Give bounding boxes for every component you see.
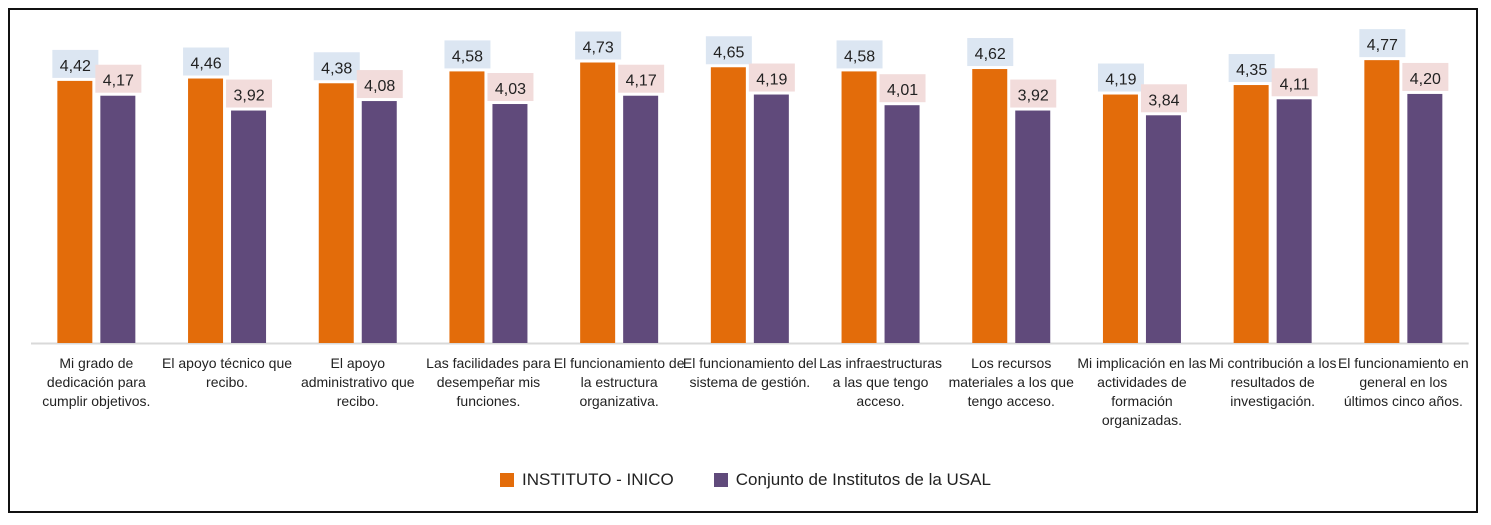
data-label-bg [1010,79,1057,108]
data-label-inico-4: 4,73 [583,40,614,57]
data-label-usal-6: 4,01 [887,82,918,99]
category-label: El funcionamiento de la estructura organ… [553,355,685,409]
data-label-bg [879,74,926,103]
bar-usal-9 [1276,99,1312,343]
data-label-bg [705,36,752,65]
category-label: Mi contribución a los resultados de inve… [1208,355,1337,409]
chart-frame [8,8,1478,513]
data-label-bg [1359,29,1406,58]
bar-inico-6 [841,71,877,343]
category-label: El apoyo administrativo que recibo. [300,355,415,409]
legend-item-usal: Conjunto de Institutos de la USAL [713,470,991,490]
category-label: Mi grado de dedicación para cumplir obje… [42,355,151,409]
data-label-bg [836,40,883,69]
data-label-bg [183,47,230,76]
bar-inico-9 [1233,85,1269,344]
data-label-bg [356,70,403,99]
data-label-usal-0: 4,17 [103,73,134,90]
category-label: Los recursos materiales a los que tengo … [948,355,1074,409]
data-label-inico-0: 4,42 [60,58,91,75]
bar-inico-2 [318,83,354,344]
data-label-inico-2: 4,38 [321,60,352,77]
bar-inico-5 [710,67,746,343]
bar-usal-0 [100,95,136,344]
data-label-bg [1271,68,1318,97]
data-label-bg [575,31,622,60]
data-label-bg [52,49,99,78]
legend-label-usal: Conjunto de Institutos de la USAL [735,470,991,489]
data-label-bg [487,73,534,102]
bar-inico-1 [188,78,224,343]
data-label-inico-10: 4,77 [1367,37,1398,54]
bar-usal-2 [361,101,397,343]
category-label: Mi implicación en las actividades de for… [1077,355,1207,428]
data-label-inico-1: 4,46 [190,56,221,73]
data-label-usal-3: 4,03 [495,81,526,98]
data-label-usal-4: 4,17 [626,73,657,90]
data-label-usal-1: 3,92 [233,88,264,105]
bar-usal-6 [884,105,920,343]
data-label-bg [618,64,665,93]
data-label-bg [444,40,491,69]
category-label: Las facilidades para desempeñar mis func… [426,355,551,409]
data-label-inico-9: 4,35 [1236,62,1267,79]
data-label-inico-3: 4,58 [452,48,483,65]
legend-label-inico: INSTITUTO - INICO [522,470,674,489]
bar-usal-10 [1407,93,1443,343]
bar-inico-7 [972,69,1008,343]
bar-inico-8 [1102,94,1138,344]
data-label-bg [226,79,273,108]
bar-usal-3 [492,104,528,343]
bar-usal-1 [231,110,267,343]
category-label: El funcionamiento del sistema de gestión… [682,355,817,390]
data-label-bg [1402,62,1449,91]
data-label-usal-2: 4,08 [364,78,395,95]
data-label-bg [1228,54,1275,83]
legend: INSTITUTO - INICO Conjunto de Institutos… [0,470,1491,490]
data-label-inico-6: 4,58 [844,48,875,65]
data-label-usal-8: 3,84 [1148,92,1179,109]
data-label-bg [1140,84,1187,113]
category-label: Las infraestructuras a las que tengo acc… [819,355,943,409]
legend-item-inico: INSTITUTO - INICO [500,470,674,490]
data-label-bg [313,52,360,81]
bar-usal-8 [1145,115,1181,344]
bar-inico-4 [580,62,616,344]
data-label-bg [1097,63,1144,92]
bar-usal-4 [623,95,659,344]
bar-usal-7 [1015,110,1051,343]
data-label-bg [748,63,795,92]
data-label-inico-7: 4,62 [975,46,1006,63]
data-label-inico-8: 4,19 [1105,72,1136,89]
data-label-bg [967,38,1014,67]
legend-swatch-inico [500,473,515,487]
bar-usal-5 [753,94,789,344]
category-label: El apoyo técnico que recibo. [162,355,293,390]
category-label: El funcionamiento en general en los últi… [1337,355,1469,409]
data-label-usal-7: 3,92 [1018,88,1049,105]
bar-inico-3 [449,71,485,343]
data-label-inico-5: 4,65 [713,44,744,61]
data-label-usal-10: 4,20 [1410,71,1441,88]
bar-inico-0 [57,80,93,344]
data-label-usal-9: 4,11 [1280,76,1310,93]
legend-swatch-usal [713,473,728,487]
data-label-usal-5: 4,19 [756,72,787,89]
bar-inico-10 [1364,60,1400,343]
data-label-bg [95,64,142,93]
